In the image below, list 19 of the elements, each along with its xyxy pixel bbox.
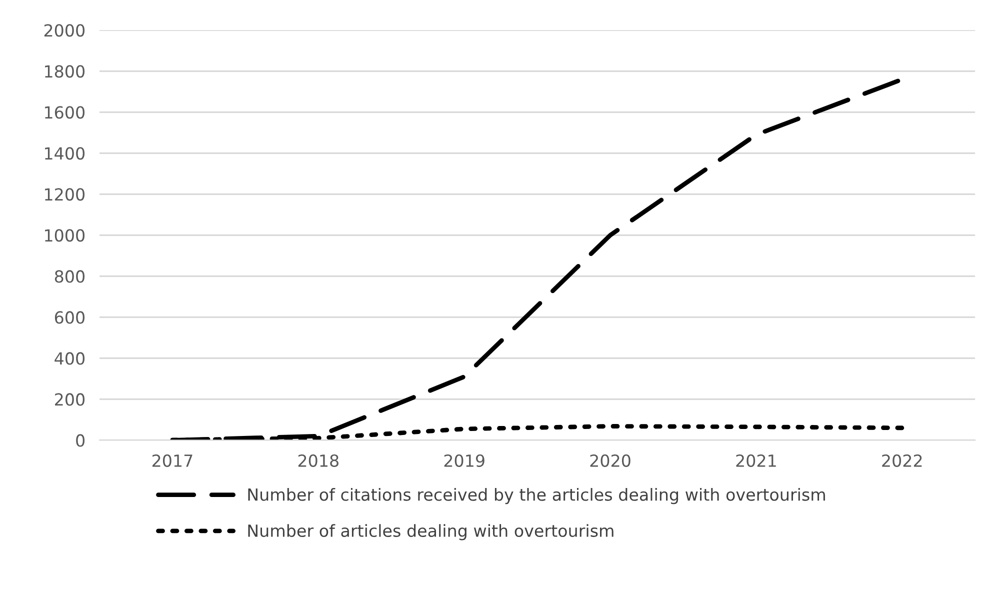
x-tick-label: 2019 xyxy=(444,454,484,467)
legend-label: Number of articles dealing with overtourism xyxy=(248,524,614,540)
x-tick-label: 2021 xyxy=(736,454,776,467)
y-tick-label: 1400 xyxy=(45,147,85,160)
y-tick-label: 1800 xyxy=(45,65,85,78)
y-tick-label: 1600 xyxy=(45,106,85,119)
y-tick-label: 200 xyxy=(55,393,85,406)
y-tick-label: 800 xyxy=(54,270,85,283)
y-tick-label: 400 xyxy=(54,352,85,365)
x-tick-label: 2022 xyxy=(882,454,922,467)
x-tick-label: 2017 xyxy=(152,454,192,467)
x-tick-label: 2020 xyxy=(590,454,630,467)
y-tick-label: 1000 xyxy=(45,229,85,242)
y-tick-label: 600 xyxy=(54,311,85,324)
x-tick-label: 2018 xyxy=(298,454,338,467)
y-tick-label: 1200 xyxy=(45,188,85,201)
y-tick-label: 2000 xyxy=(44,24,85,37)
y-tick-label: 0 xyxy=(76,434,85,447)
legend-label: Number of citations received by the articles dealing with overtourism xyxy=(248,488,825,504)
